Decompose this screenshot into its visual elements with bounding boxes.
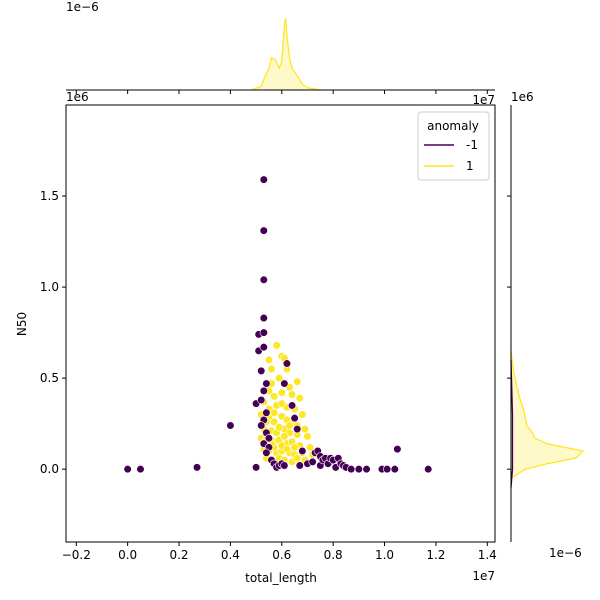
scatter-point [280,461,289,470]
scatter-point [277,388,286,397]
main-scatter-plot: −0.2 0.0 0.2 0.4 0.6 0.8 1.0 1.2 1.4 0.0 0.5 1.0 1.… [15,90,497,585]
top-marginal-plot: 1e−6 [66,0,495,94]
scatter-point [280,432,289,441]
scatter-point [280,379,289,388]
legend-box [417,111,490,181]
scatter-point [285,421,294,430]
scatter-point [287,390,297,399]
right-marginal-exponent-top: 1e6 [511,90,534,104]
scatter-point [262,448,271,457]
scatter-point [269,408,279,417]
scatter-point [282,445,292,454]
legend-title: anomaly [427,119,479,133]
right-marginal-anomaly-kde-line [510,359,514,488]
right-marginal-ticks [507,195,511,470]
right-marginal-exponent-bottom: 1e−6 [549,546,582,560]
scatter-point [264,434,274,443]
scatter-point [269,392,279,401]
scatter-point [264,355,274,365]
scatter-point [136,465,145,474]
scatter-point [290,414,299,423]
scatter-point [354,465,363,474]
x-axis-ticks: −0.2 0.0 0.2 0.4 0.6 0.8 1.0 1.2 1.4 [62,542,497,562]
scatter-point [123,465,132,474]
x-tick-label: 1.2 [426,548,445,562]
scatter-point [390,465,399,474]
x-tick-label: 0.6 [272,548,291,562]
scatter-point [251,463,261,472]
scatter-point [424,465,433,474]
scatter-point [257,395,266,405]
right-marginal-kde-fill [511,350,583,479]
scatter-point [298,410,307,419]
scatter-point [295,394,304,403]
scatter-point [226,421,235,430]
scatter-point [259,343,268,352]
y-axis-label: N50 [15,312,29,336]
scatter-point [295,461,304,470]
plot-frame [65,104,496,543]
scatter-point [259,275,268,284]
x-tick-label: 1.0 [375,548,394,562]
scatter-point [259,313,268,323]
right-marginal-plot: 1e6 1e−6 [507,90,585,560]
scatter-point [303,432,312,441]
scatter-point [347,465,356,474]
scatter-point [259,226,268,235]
x-tick-label: 1.4 [478,548,497,562]
x-tick-label: −0.2 [62,548,91,562]
scatter-point [262,408,271,417]
legend-entry-neg: -1 [466,138,478,152]
top-marginal-ticks [75,90,488,94]
scatter-point [383,465,392,474]
scatter-point [293,454,302,463]
top-marginal-kde-fill [251,18,321,90]
legend-entry-pos: 1 [466,159,474,173]
x-axis-exponent: 1e7 [472,569,495,583]
x-axis-exponent-top: 1e7 [472,93,495,107]
scatter-points [123,175,433,474]
scatter-point [259,328,268,337]
scatter-point [272,341,281,350]
x-axis-label: total_length [245,571,317,585]
scatter-point [277,399,286,408]
scatter-point [362,465,371,474]
scatter-point [290,443,299,452]
scatter-point [287,401,297,410]
scatter-point [267,364,276,374]
y-tick-label: 1.0 [40,280,59,294]
y-axis-exponent: 1e6 [66,90,89,104]
x-tick-label: 0.8 [324,548,343,562]
scatter-point [257,366,266,375]
y-tick-label: 0.0 [40,462,59,476]
scatter-point [293,377,302,386]
scatter-point [275,374,284,383]
scatter-point [298,446,307,456]
scatter-point [259,175,268,184]
x-tick-label: 0.4 [221,548,240,562]
x-tick-label: 0.0 [118,548,137,562]
scatter-point [259,386,268,395]
top-marginal-kde-line [250,17,321,91]
scatter-point [282,359,292,368]
scatter-point [308,457,317,466]
scatter-point [300,425,310,434]
scatter-point [393,445,402,454]
y-tick-label: 0.5 [40,371,59,385]
x-tick-label: 0.2 [169,548,188,562]
legend: anomaly -1 1 [417,111,490,181]
scatter-point [305,443,315,452]
scatter-point [293,425,302,434]
scatter-point [262,379,271,388]
y-axis-ticks: 0.0 0.5 1.0 1.5 [40,189,66,476]
right-marginal-kde-line [510,350,585,479]
scatter-point [275,423,284,432]
scatter-point [257,421,266,430]
scatter-point [192,463,202,472]
top-marginal-exponent: 1e−6 [66,0,99,14]
y-tick-label: 1.5 [40,189,59,203]
